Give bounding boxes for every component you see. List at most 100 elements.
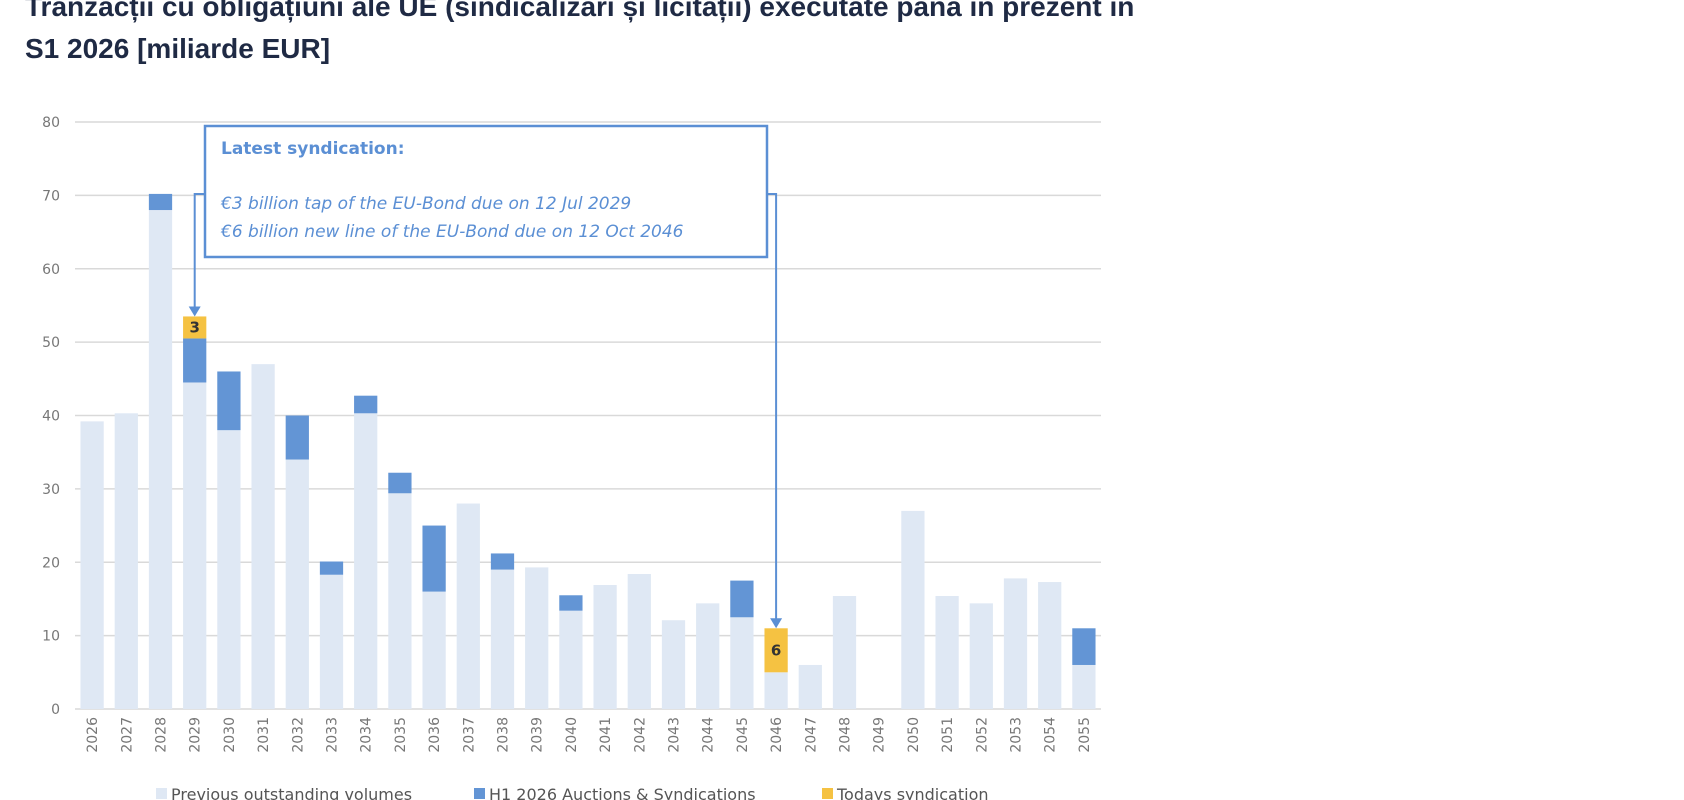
y-tick-label: 80 — [42, 115, 60, 131]
legend-label: Todays syndication — [836, 785, 989, 800]
title-line-2: S1 2026 [miliarde EUR] — [25, 33, 331, 64]
bar-previous-2046 — [764, 672, 788, 709]
bar-previous-2032 — [285, 459, 309, 709]
y-tick-label: 60 — [42, 262, 60, 278]
bar-h1-2040 — [559, 595, 583, 611]
x-tick-label: 2034 — [359, 717, 375, 753]
legend-swatch — [156, 788, 167, 799]
bar-today-2046 — [764, 628, 788, 673]
bar-previous-2031 — [251, 364, 275, 709]
bar-previous-2029 — [183, 382, 207, 709]
y-tick-label: 70 — [42, 188, 60, 204]
x-tick-label: 2053 — [1009, 717, 1025, 753]
x-tick-label: 2026 — [85, 717, 101, 753]
x-tick-label: 2028 — [154, 717, 170, 753]
bar-previous-2028 — [148, 210, 173, 710]
legend-swatch — [822, 788, 833, 799]
x-tick-label: 2031 — [256, 717, 272, 753]
annotation-line: €6 billion new line of the EU-Bond due o… — [220, 222, 684, 242]
arrow-head-icon — [188, 306, 201, 317]
bar-h1-2045 — [730, 580, 754, 618]
x-tick-label: 2050 — [906, 717, 922, 753]
bar-h1-2033 — [319, 561, 344, 575]
bar-previous-2050 — [901, 510, 925, 709]
x-tick-label: 2055 — [1077, 717, 1093, 753]
bar-previous-2035 — [388, 493, 412, 709]
bar-previous-2034 — [354, 413, 378, 709]
title-line-1: Tranzacții cu obligațiuni ale UE (sindic… — [25, 0, 1135, 22]
bar-h1-2038 — [490, 553, 515, 570]
legend-swatch — [474, 788, 485, 799]
y-tick-label: 30 — [42, 482, 60, 498]
y-tick-label: 10 — [42, 629, 60, 645]
x-tick-label: 2046 — [769, 717, 785, 753]
bar-previous-2053 — [1003, 578, 1028, 709]
annotation-heading: Latest syndication: — [221, 139, 405, 159]
connector-line — [767, 193, 778, 621]
bar-h1-2030 — [217, 371, 241, 431]
x-tick-label: 2047 — [803, 717, 819, 753]
connector-line — [193, 193, 205, 309]
bar-previous-2047 — [798, 664, 822, 709]
x-tick-label: 2042 — [632, 717, 648, 753]
x-tick-label: 2027 — [119, 717, 135, 753]
x-tick-label: 2044 — [701, 717, 717, 753]
chart-title: Tranzacții cu obligațiuni ale UE (sindic… — [25, 0, 1325, 70]
y-tick-label: 50 — [42, 335, 60, 351]
bar-previous-2054 — [1038, 582, 1062, 709]
x-tick-label: 2054 — [1043, 717, 1059, 753]
data-label: 3 — [189, 318, 199, 336]
x-tick-label: 2043 — [667, 717, 683, 753]
bar-previous-2038 — [490, 569, 515, 709]
bar-previous-2027 — [114, 413, 138, 709]
bar-previous-2039 — [525, 567, 549, 709]
bar-h1-2032 — [285, 415, 309, 460]
x-tick-label: 2032 — [290, 717, 306, 753]
x-tick-label: 2029 — [188, 717, 204, 753]
bar-h1-2029 — [183, 338, 207, 383]
annotation-box — [203, 124, 769, 259]
y-tick-label: 0 — [51, 702, 60, 718]
legend-label: H1 2026 Auctions & Syndications — [489, 785, 756, 800]
x-tick-label: 2048 — [838, 717, 854, 753]
bar-previous-2055 — [1072, 664, 1096, 709]
bar-previous-2037 — [456, 503, 480, 709]
arrow-head-icon — [770, 618, 783, 629]
bar-previous-2033 — [319, 574, 344, 709]
bar-previous-2045 — [730, 617, 754, 709]
y-tick-label: 40 — [42, 409, 60, 425]
x-tick-label: 2051 — [940, 717, 956, 753]
x-tick-label: 2033 — [325, 717, 341, 753]
bar-h1-2035 — [388, 472, 412, 494]
bar-previous-2026 — [80, 421, 104, 709]
legend-label: Previous outstanding volumes — [171, 785, 412, 800]
y-tick-label: 20 — [42, 555, 60, 571]
bar-h1-2028 — [148, 193, 173, 211]
annotation-line: €3 billion tap of the EU-Bond due on 12 … — [220, 194, 631, 214]
x-tick-label: 2041 — [598, 717, 614, 753]
bar-previous-2051 — [935, 596, 959, 709]
bar-previous-2052 — [969, 603, 993, 709]
bar-previous-2042 — [627, 573, 651, 709]
x-tick-label: 2052 — [974, 717, 990, 753]
bar-previous-2040 — [559, 610, 583, 709]
x-tick-label: 2039 — [530, 717, 546, 753]
x-tick-label: 2038 — [496, 717, 512, 753]
bar-today-2029 — [183, 316, 207, 339]
x-tick-label: 2040 — [564, 717, 580, 753]
bar-previous-2048 — [832, 596, 857, 709]
x-tick-label: 2049 — [872, 717, 888, 753]
x-tick-label: 2037 — [461, 717, 477, 753]
bar-previous-2044 — [696, 603, 720, 709]
data-label: 6 — [771, 641, 781, 659]
x-tick-label: 2030 — [222, 717, 238, 753]
bar-previous-2036 — [422, 591, 446, 709]
bar-previous-2043 — [661, 620, 686, 709]
x-tick-label: 2035 — [393, 717, 409, 753]
bar-h1-2034 — [354, 395, 378, 414]
x-tick-label: 2045 — [735, 717, 751, 753]
bar-previous-2041 — [593, 584, 617, 709]
x-tick-label: 2036 — [427, 717, 443, 753]
bar-h1-2055 — [1072, 628, 1096, 665]
